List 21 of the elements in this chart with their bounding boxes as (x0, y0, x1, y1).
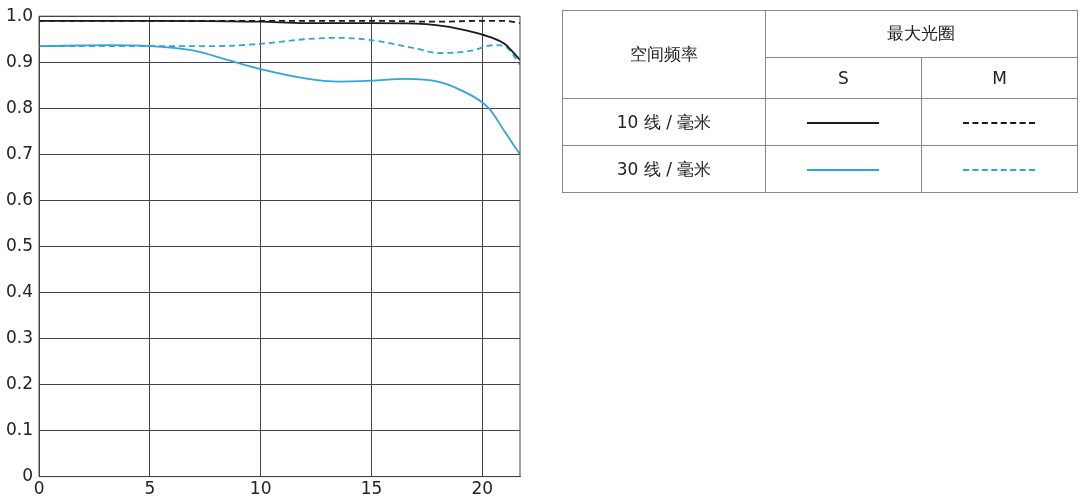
y-tick-label: 0.4 (5, 280, 34, 301)
x-tick-label: 5 (144, 478, 156, 499)
y-tick-label: 0.1 (5, 418, 34, 439)
y-tick-label: 0.3 (5, 326, 34, 347)
text: 最大光圈 (765, 10, 1078, 58)
y-tick-label: 0.2 (5, 372, 34, 393)
y-tick-label: 0.7 (5, 142, 34, 163)
y-tick-label: 1.0 (5, 4, 34, 25)
y-tick-label: 0 (22, 465, 34, 486)
x-tick-label: 20 (471, 478, 494, 499)
y-tick-label: 0.6 (5, 188, 34, 209)
x-tick-label: 10 (249, 478, 272, 499)
text: M (921, 57, 1078, 99)
text: 10 线 / 毫米 (562, 98, 766, 146)
text: S (765, 57, 922, 99)
text: 30 线 / 毫米 (562, 145, 766, 193)
x-tick-label: 15 (360, 478, 383, 499)
y-tick-label: 0.5 (5, 234, 34, 255)
y-tick-label: 0.8 (5, 96, 34, 117)
y-tick-label: 0.9 (5, 50, 34, 71)
text: 空间频率 (562, 10, 766, 99)
